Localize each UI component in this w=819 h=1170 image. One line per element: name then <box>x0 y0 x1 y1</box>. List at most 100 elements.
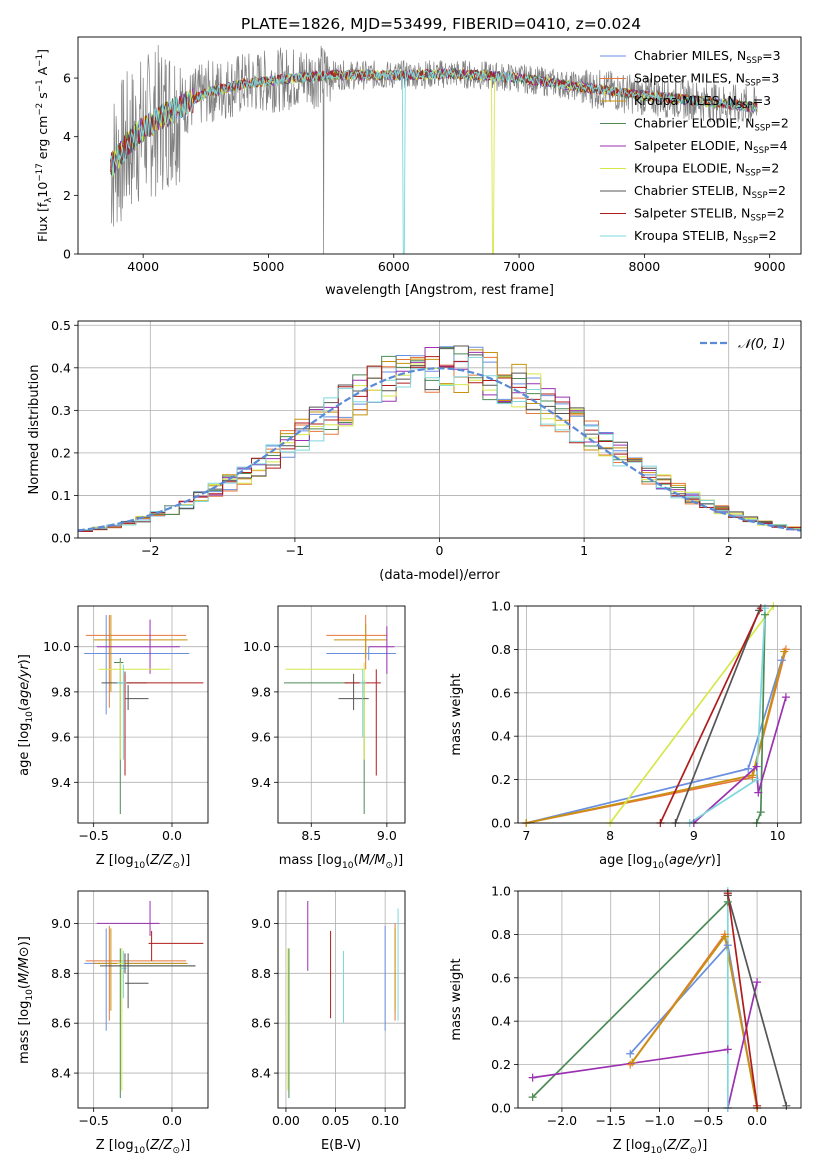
x-tick-label: 7000 <box>503 259 535 274</box>
axes-frame <box>77 890 209 1109</box>
y-tick-label: 0.0 <box>491 816 511 831</box>
label-part: Z/Z <box>149 1138 173 1153</box>
x-axis-label: (data-model)/error <box>379 568 500 583</box>
weight-marker <box>754 788 763 797</box>
label-part: ] <box>35 49 50 54</box>
axes-frame <box>277 890 406 1109</box>
x-tick-label: 0.05 <box>322 1113 350 1128</box>
x-tick-label: −1.0 <box>644 1113 674 1128</box>
x-axis-label: mass [log10(M/M⊙)] <box>279 853 403 871</box>
x-tick-label: 5000 <box>253 259 285 274</box>
label-part: ( <box>354 853 359 868</box>
y-tick-label: 9.0 <box>51 916 71 931</box>
weight-line <box>726 893 758 1106</box>
legend-value: =3 <box>762 48 780 63</box>
label-part: age/yr <box>17 663 32 706</box>
label-part: Z/Z <box>149 853 173 868</box>
errorbar-plot-area <box>84 900 204 1099</box>
x-tick-label: 1 <box>580 543 588 558</box>
y-axis-label: Flux [fλ10−17 erg cm−2 s−1 A−1] <box>35 49 54 242</box>
weight-marker <box>720 932 729 941</box>
label-part: ( <box>664 853 669 868</box>
label-part: )] <box>697 1138 707 1153</box>
legend-name: Chabrier MILES, N <box>634 48 746 63</box>
x-tick-label: 0 <box>436 543 444 558</box>
legend-name: Salpeter STELIB, N <box>634 206 750 221</box>
label-part: ( <box>145 1138 150 1153</box>
y-tick-label: 9.8 <box>51 684 71 699</box>
legend-sub: SSP <box>745 79 761 89</box>
y-tick-label: 0.4 <box>491 1014 511 1029</box>
x-tick-label: −0.5 <box>78 1113 108 1128</box>
x-tick-label: 7 <box>522 828 530 843</box>
legend-label: Salpeter ELODIE, NSSP=4 <box>634 138 788 156</box>
x-tick-label: 0.10 <box>371 1113 399 1128</box>
weight-marker <box>628 1058 637 1067</box>
weight-line <box>526 659 783 823</box>
y-tick-label: 0 <box>63 247 71 262</box>
label-part: ( <box>17 706 32 711</box>
y-tick-label: 8.8 <box>51 966 71 981</box>
axes-frame <box>77 605 209 824</box>
errorbar-plot-area <box>84 615 204 814</box>
x-tick-label: 2 <box>725 543 733 558</box>
weight-marker <box>748 771 757 780</box>
weight-marker <box>781 645 790 654</box>
y-tick-label: 0.2 <box>491 1057 511 1072</box>
label-part: 10 <box>651 1146 663 1156</box>
label-part: s <box>35 92 50 103</box>
label-part: −2 <box>35 103 45 116</box>
histogram-series <box>78 356 801 532</box>
legend-value: =3 <box>761 71 779 86</box>
errorbar-plot-area <box>287 900 399 1099</box>
label-part: age/yr <box>669 853 712 868</box>
mass-weight-vs-Z-panel: −2.0 −1.5 −1.0 −0.5 0.0 0.0 0.2 0.4 0.6 0.8 1.0 mas… <box>449 884 802 1156</box>
histogram-plot-area <box>78 345 801 533</box>
legend-label: Salpeter MILES, NSSP=3 <box>634 71 779 89</box>
y-tick-label: 0.2 <box>491 772 511 787</box>
weight-marker <box>753 978 762 987</box>
x-tick-label: 6000 <box>378 259 410 274</box>
weight-line <box>674 610 760 823</box>
label-part: −1 <box>35 79 45 92</box>
weight-marker <box>744 764 753 773</box>
x-tick-label: 0.00 <box>272 1113 300 1128</box>
legend-label: Kroupa STELIB, NSSP=2 <box>634 228 777 246</box>
weight-marker <box>777 656 786 665</box>
weight-marker <box>626 1049 635 1058</box>
x-tick-label: 10 <box>770 828 786 843</box>
weight-marker <box>755 606 764 615</box>
histogram-series <box>78 356 801 531</box>
y-tick-label: 0.8 <box>491 642 511 657</box>
x-tick-label: 8 <box>606 828 614 843</box>
label-part: ⊙ <box>690 1146 698 1156</box>
weight-marker <box>528 1093 537 1102</box>
label-part: age [log <box>17 723 32 776</box>
weight-line <box>689 608 766 823</box>
axes-frame <box>77 36 802 255</box>
weight-line <box>659 607 762 823</box>
legend-label: 𝒩(0, 1) <box>738 337 785 352</box>
y-tick-label: 8.4 <box>251 1066 271 1081</box>
x-tick-label: 0.0 <box>162 1113 182 1128</box>
spectrum-plot-area <box>110 44 758 254</box>
legend-value: =3 <box>753 93 771 108</box>
label-part: ⊙ <box>173 861 181 871</box>
age-vs-mass-panel: 8.5 9.0 9.4 9.6 9.8 10.0 mass [log10(M/M⊙)] <box>243 605 406 871</box>
figure-title: PLATE=1826, MJD=53499, FIBERID=0410, z=0… <box>241 15 641 33</box>
legend-value: =2 <box>761 161 779 176</box>
y-tick-label: 0.0 <box>491 1101 511 1116</box>
label-part: erg cm <box>35 116 50 164</box>
axes-frame <box>517 890 802 1109</box>
weight-marker <box>780 647 789 656</box>
label-part: mass [log <box>279 853 342 868</box>
axes-frame <box>77 320 802 539</box>
x-tick-label: 9000 <box>754 259 786 274</box>
legend-name: Kroupa MILES, N <box>634 93 737 108</box>
x-tick-label: 0.0 <box>162 828 182 843</box>
weight-marker <box>756 808 765 817</box>
label-part: 10 <box>342 861 354 871</box>
label-part: )] <box>393 853 403 868</box>
legend-sub: SSP <box>745 169 761 179</box>
weight-marker <box>528 1073 537 1082</box>
